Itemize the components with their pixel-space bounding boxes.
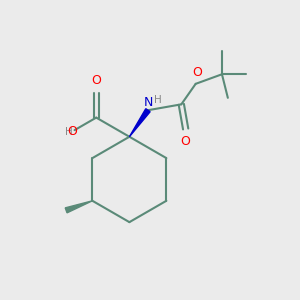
Polygon shape bbox=[65, 201, 92, 213]
Text: H: H bbox=[65, 127, 73, 136]
Text: O: O bbox=[91, 74, 101, 87]
Text: O: O bbox=[67, 125, 76, 138]
Text: O: O bbox=[181, 135, 190, 148]
Text: N: N bbox=[143, 96, 153, 109]
Polygon shape bbox=[129, 109, 150, 137]
Text: O: O bbox=[192, 65, 202, 79]
Text: H: H bbox=[154, 95, 162, 105]
